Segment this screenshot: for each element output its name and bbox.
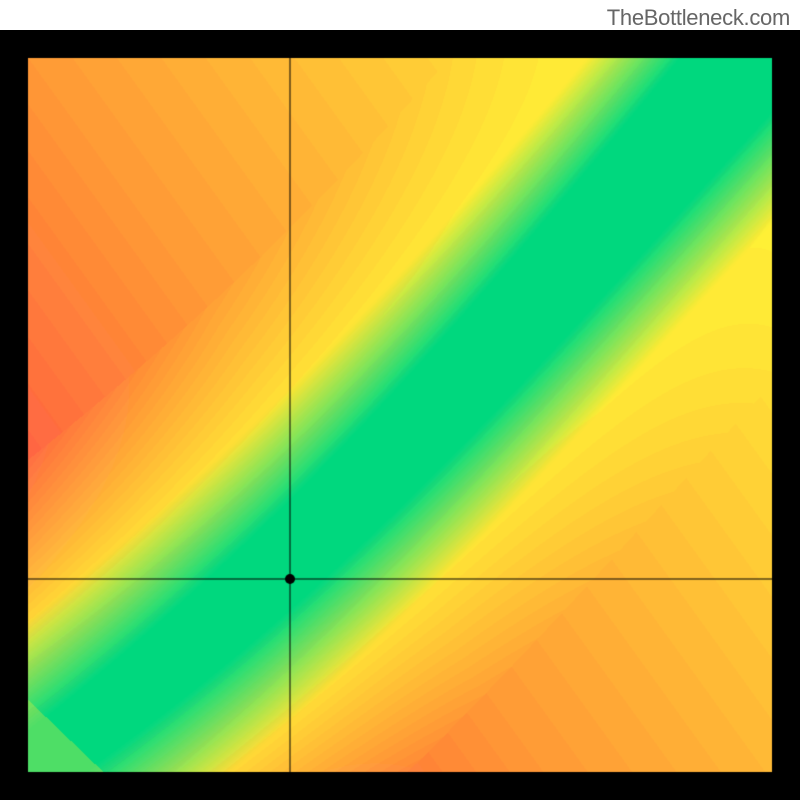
heatmap-canvas: [0, 30, 800, 800]
watermark-text: TheBottleneck.com: [607, 5, 790, 31]
bottleneck-heatmap: [0, 30, 800, 800]
